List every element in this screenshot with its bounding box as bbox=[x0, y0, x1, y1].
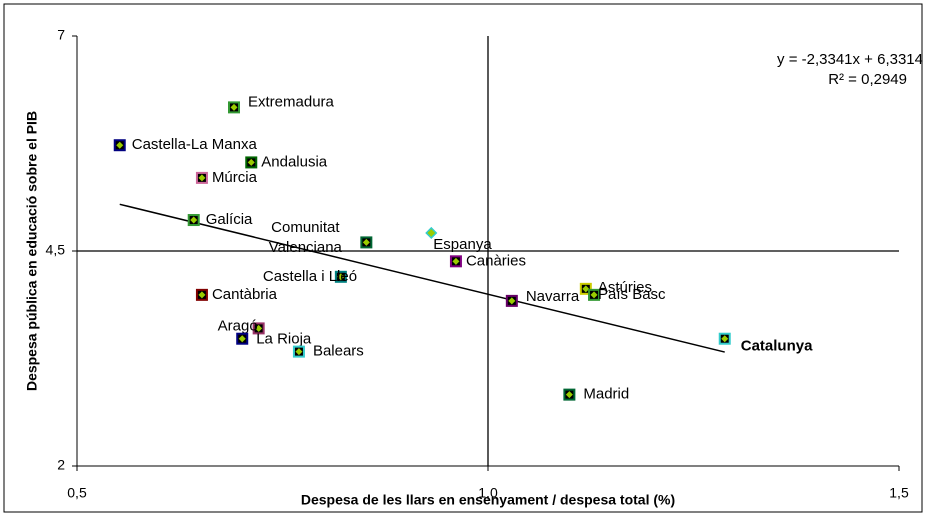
point-label: Castella-La Manxa bbox=[132, 136, 258, 153]
point-center bbox=[116, 141, 124, 149]
point-center bbox=[590, 291, 598, 299]
y-tick-label: 7 bbox=[57, 27, 65, 43]
point-label: La Rioja bbox=[256, 331, 312, 348]
point-label: Cantàbria bbox=[212, 286, 278, 303]
y-axis-title: Despesa pública en educació sobre el PIB bbox=[24, 111, 40, 391]
trendline bbox=[119, 203, 725, 353]
point-label: Espanya bbox=[433, 236, 492, 253]
x-tick-label: 0,5 bbox=[67, 485, 87, 501]
point-label: Canàries bbox=[466, 252, 526, 269]
point-center bbox=[247, 158, 255, 166]
point-label: Castella i Lleó bbox=[263, 268, 357, 285]
x-tick-label: 1,0 bbox=[478, 485, 498, 501]
point-center bbox=[721, 335, 729, 343]
point-label: Múrcia bbox=[212, 169, 258, 186]
x-tick-label: 1,5 bbox=[889, 485, 909, 501]
point-center bbox=[198, 174, 206, 182]
point-label: Catalunya bbox=[741, 338, 813, 355]
point-label: Madrid bbox=[583, 386, 629, 403]
point-center bbox=[508, 297, 516, 305]
point-label: Aragó bbox=[218, 317, 258, 334]
point-label: Navarra bbox=[526, 288, 580, 305]
point-label: Balears bbox=[313, 343, 364, 360]
r-squared: R² = 0,2949 bbox=[828, 71, 907, 88]
point-label: Comunitat Valenciana bbox=[268, 219, 342, 257]
point-center bbox=[582, 285, 590, 293]
point-center bbox=[190, 216, 198, 224]
point-center bbox=[198, 291, 206, 299]
point-label-box: Comunitat Valenciana bbox=[268, 219, 342, 257]
point-center bbox=[255, 324, 263, 332]
point-label: Extremadura bbox=[248, 93, 335, 110]
chart-frame bbox=[3, 3, 923, 513]
point-label: Andalusia bbox=[261, 153, 328, 170]
point-center bbox=[230, 103, 238, 111]
point-center bbox=[337, 273, 345, 281]
point-label: Galícia bbox=[206, 211, 253, 228]
point-center bbox=[565, 391, 573, 399]
point bbox=[425, 226, 438, 240]
x-axis-title: Despesa de les llars en ensenyament / de… bbox=[301, 492, 675, 508]
point-label: País Basc bbox=[598, 286, 666, 303]
point-center bbox=[362, 238, 370, 246]
point-center bbox=[452, 257, 460, 265]
point-center bbox=[238, 335, 246, 343]
point-center bbox=[295, 348, 303, 356]
trend-equation: y = -2,3341x + 6,3314 bbox=[777, 51, 923, 68]
y-tick-label: 2 bbox=[57, 457, 65, 473]
y-tick-label: 4,5 bbox=[46, 242, 66, 258]
point-label: Astúries bbox=[598, 279, 652, 296]
